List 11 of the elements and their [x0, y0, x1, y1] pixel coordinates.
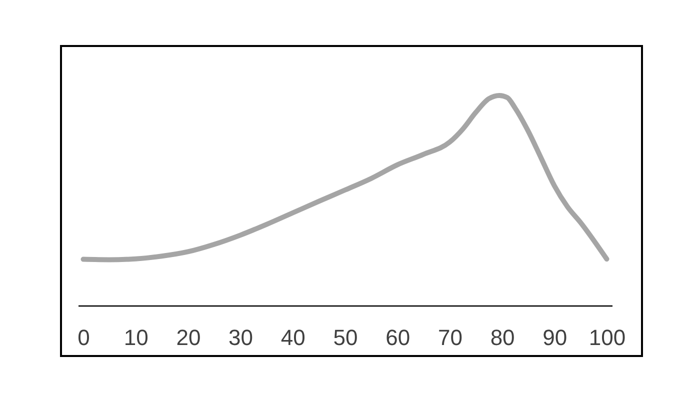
- x-tick-label: 20: [176, 325, 201, 350]
- x-tick-label: 60: [386, 325, 410, 350]
- x-tick-label: 50: [333, 325, 358, 350]
- x-tick-label: 70: [438, 325, 462, 350]
- x-tick-label: 100: [588, 325, 626, 350]
- x-tick-label: 0: [78, 325, 90, 350]
- x-tick-label: 10: [124, 325, 148, 350]
- x-tick-label: 40: [280, 325, 306, 350]
- x-tick-label: 90: [542, 325, 568, 350]
- x-tick-label: 80: [490, 325, 515, 350]
- x-tick-label: 30: [228, 325, 254, 350]
